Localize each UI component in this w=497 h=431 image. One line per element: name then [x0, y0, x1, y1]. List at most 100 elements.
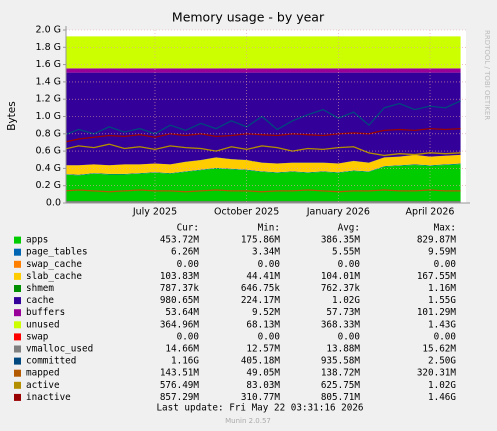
legend-stat: 935.58M	[321, 356, 361, 367]
legend-name: vmalloc_used	[26, 344, 93, 355]
chart-title: Memory usage - by year	[172, 10, 325, 25]
stacked-area	[66, 36, 461, 69]
legend-name: shmem	[26, 283, 54, 294]
legend-stat: 3.34M	[252, 247, 280, 258]
legend-stat: 1.16G	[171, 356, 199, 367]
legend-stat: 9.52M	[252, 307, 280, 318]
legend-stat: 368.33M	[321, 319, 361, 330]
legend-stat: 1.02G	[428, 380, 456, 391]
legend-name: page_tables	[26, 247, 88, 258]
legend-name: active	[26, 380, 60, 391]
legend-stat: 625.75M	[321, 380, 361, 391]
legend-swatch	[14, 285, 21, 292]
legend-name: swap	[26, 331, 49, 342]
legend-swatch	[14, 260, 21, 268]
legend-stat: 762.37k	[321, 283, 361, 294]
legend-stat: 175.86M	[241, 235, 281, 246]
legend-stat: 9.59M	[428, 247, 456, 258]
y-tick-label: 1.4 G	[36, 76, 62, 87]
legend-stat: 829.87M	[417, 235, 457, 246]
series-line	[66, 143, 461, 157]
legend-swatch	[14, 381, 21, 389]
legend-name: apps	[26, 235, 48, 246]
legend-stat: 15.62M	[422, 344, 456, 355]
legend-stat: 44.41M	[246, 271, 280, 282]
stats-header: Avg:	[338, 223, 360, 234]
legend-stat: 14.66M	[165, 344, 199, 355]
legend-stat: 310.77M	[241, 392, 281, 403]
legend-name: cache	[26, 295, 54, 306]
legend-swatch	[14, 333, 21, 341]
stats-header: Max:	[434, 223, 456, 234]
series-line	[66, 127, 461, 143]
legend-stat: 224.17M	[241, 295, 281, 306]
legend-stat: 1.43G	[428, 319, 456, 330]
legend-stat: 101.29M	[417, 307, 457, 318]
legend-stat: 13.88M	[326, 344, 360, 355]
legend-stat: 1.02G	[332, 295, 360, 306]
stacked-area	[66, 154, 461, 175]
legend-swatch	[14, 393, 21, 401]
legend-swatch	[14, 309, 21, 317]
x-tick-label: July 2025	[132, 207, 177, 218]
legend-stat: 68.13M	[246, 319, 280, 330]
y-tick-label: 0.8 G	[36, 128, 62, 139]
legend-stat: 53.64M	[165, 307, 199, 318]
stacked-area	[66, 72, 461, 166]
y-tick-label: 1.6 G	[36, 59, 62, 70]
y-axis-label: Bytes	[6, 101, 18, 130]
legend-stat: 103.83M	[160, 271, 200, 282]
legend-stat: 83.03M	[246, 380, 280, 391]
legend-name: slab_cache	[26, 271, 82, 282]
legend-swatch	[14, 357, 21, 365]
legend-stat: 5.55M	[332, 247, 360, 258]
legend-stat: 6.26M	[171, 247, 199, 258]
legend-stat: 0.00	[434, 331, 456, 342]
legend-stat: 980.65M	[160, 295, 200, 306]
y-tick-label: 0.0	[46, 198, 61, 209]
legend-stat: 0.00	[338, 259, 360, 270]
stacked-area	[66, 164, 461, 203]
legend-name: inactive	[26, 392, 71, 403]
legend-stat: 320.31M	[417, 368, 457, 379]
stats-header: Cur:	[177, 223, 199, 234]
side-note: RRDTOOL / TOBI OETIKER	[483, 30, 491, 120]
legend-stat: 143.51M	[160, 368, 200, 379]
legend-stat: 1.55G	[428, 295, 456, 306]
legend-stat: 787.37k	[160, 283, 200, 294]
series-line	[66, 189, 461, 193]
legend-stat: 453.72M	[160, 235, 200, 246]
legend-stat: 167.55M	[417, 271, 457, 282]
y-tick-label: 1.8 G	[36, 42, 62, 53]
legend-stat: 0.00	[258, 259, 280, 270]
x-tick-label: October 2025	[214, 207, 279, 218]
last-update: Last update: Fri May 22 03:31:16 2026	[156, 403, 363, 414]
legend-name: committed	[26, 356, 76, 367]
legend-name: mapped	[26, 368, 60, 379]
legend-swatch	[14, 345, 21, 353]
legend-stat: 49.05M	[246, 368, 280, 379]
stacked-area	[66, 68, 461, 73]
legend-name: unused	[26, 319, 60, 330]
axes-layer: 0.0 0.2 G 0.4 G 0.6 G 0.8 G 1.0 G 1.2 G 1.4 G 1.…	[36, 25, 470, 218]
y-tick-label: 1.0 G	[36, 111, 62, 122]
legend-swatch	[14, 321, 21, 329]
stacked-area	[66, 163, 461, 176]
legend-stat: 138.72M	[321, 368, 361, 379]
legend-stat: 104.01M	[321, 271, 361, 282]
legend-stat: 805.71M	[321, 392, 361, 403]
legend-stat: 0.00	[258, 331, 280, 342]
legend-stat: 12.57M	[246, 344, 280, 355]
legend-stat: 2.50G	[428, 356, 456, 367]
y-tick-label: 0.4 G	[36, 163, 62, 174]
legend-stat: 57.73M	[326, 307, 360, 318]
plot-layer	[66, 36, 461, 203]
legend-swatch	[14, 248, 21, 256]
legend-stat: 386.35M	[321, 235, 361, 246]
y-tick-label: 2.0 G	[36, 25, 62, 36]
legend-stat: 1.16M	[428, 283, 456, 294]
footer: Munin 2.0.57	[225, 417, 271, 425]
legend-swatch	[14, 297, 21, 305]
